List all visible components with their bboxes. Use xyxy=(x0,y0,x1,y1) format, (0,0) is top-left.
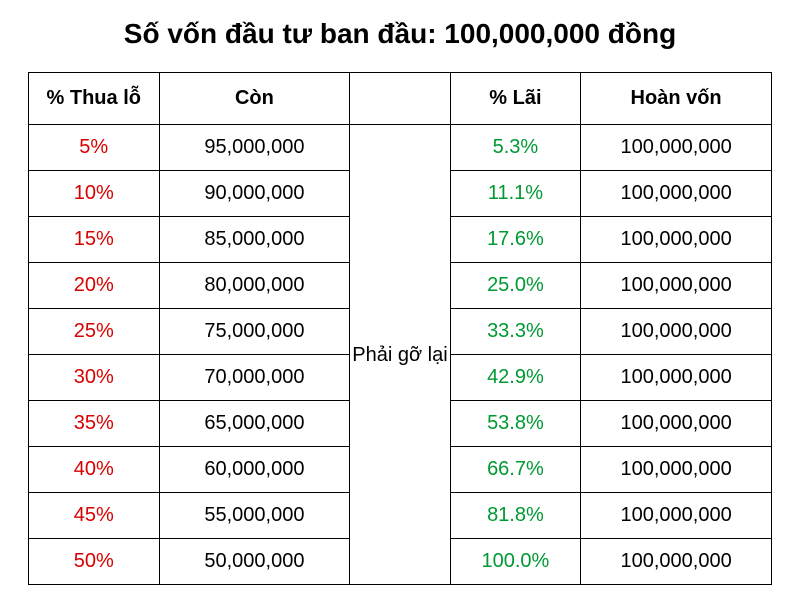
cell-loss: 20% xyxy=(29,263,160,309)
cell-breakeven: 100,000,000 xyxy=(581,309,772,355)
cell-remain: 95,000,000 xyxy=(159,125,350,171)
cell-gain: 5.3% xyxy=(450,125,581,171)
cell-breakeven: 100,000,000 xyxy=(581,217,772,263)
cell-gain: 66.7% xyxy=(450,447,581,493)
table-row: 5%95,000,000Phải gỡ lại5.3%100,000,000 xyxy=(29,125,772,171)
header-middle xyxy=(350,73,450,125)
investment-table: % Thua lỗ Còn % Lãi Hoàn vốn 5%95,000,00… xyxy=(28,72,772,585)
cell-remain: 50,000,000 xyxy=(159,539,350,585)
cell-remain: 60,000,000 xyxy=(159,447,350,493)
cell-remain: 80,000,000 xyxy=(159,263,350,309)
cell-loss: 35% xyxy=(29,401,160,447)
cell-breakeven: 100,000,000 xyxy=(581,493,772,539)
cell-remain: 65,000,000 xyxy=(159,401,350,447)
cell-breakeven: 100,000,000 xyxy=(581,539,772,585)
table-header-row: % Thua lỗ Còn % Lãi Hoàn vốn xyxy=(29,73,772,125)
cell-gain: 42.9% xyxy=(450,355,581,401)
cell-remain: 85,000,000 xyxy=(159,217,350,263)
cell-breakeven: 100,000,000 xyxy=(581,125,772,171)
cell-gain: 17.6% xyxy=(450,217,581,263)
cell-gain: 100.0% xyxy=(450,539,581,585)
cell-gain: 53.8% xyxy=(450,401,581,447)
cell-breakeven: 100,000,000 xyxy=(581,171,772,217)
cell-remain: 75,000,000 xyxy=(159,309,350,355)
header-breakeven: Hoàn vốn xyxy=(581,73,772,125)
cell-remain: 55,000,000 xyxy=(159,493,350,539)
cell-gain: 81.8% xyxy=(450,493,581,539)
cell-breakeven: 100,000,000 xyxy=(581,447,772,493)
cell-gain: 25.0% xyxy=(450,263,581,309)
cell-loss: 15% xyxy=(29,217,160,263)
header-remain: Còn xyxy=(159,73,350,125)
cell-loss: 10% xyxy=(29,171,160,217)
cell-breakeven: 100,000,000 xyxy=(581,355,772,401)
cell-breakeven: 100,000,000 xyxy=(581,263,772,309)
cell-gain: 33.3% xyxy=(450,309,581,355)
table-body: 5%95,000,000Phải gỡ lại5.3%100,000,00010… xyxy=(29,125,772,585)
cell-middle-label: Phải gỡ lại xyxy=(350,125,450,585)
cell-loss: 45% xyxy=(29,493,160,539)
cell-loss: 25% xyxy=(29,309,160,355)
cell-remain: 70,000,000 xyxy=(159,355,350,401)
header-gain-pct: % Lãi xyxy=(450,73,581,125)
cell-loss: 40% xyxy=(29,447,160,493)
header-loss-pct: % Thua lỗ xyxy=(29,73,160,125)
cell-loss: 30% xyxy=(29,355,160,401)
cell-breakeven: 100,000,000 xyxy=(581,401,772,447)
cell-remain: 90,000,000 xyxy=(159,171,350,217)
cell-loss: 5% xyxy=(29,125,160,171)
page-title: Số vốn đầu tư ban đầu: 100,000,000 đồng xyxy=(28,18,772,50)
cell-gain: 11.1% xyxy=(450,171,581,217)
cell-loss: 50% xyxy=(29,539,160,585)
